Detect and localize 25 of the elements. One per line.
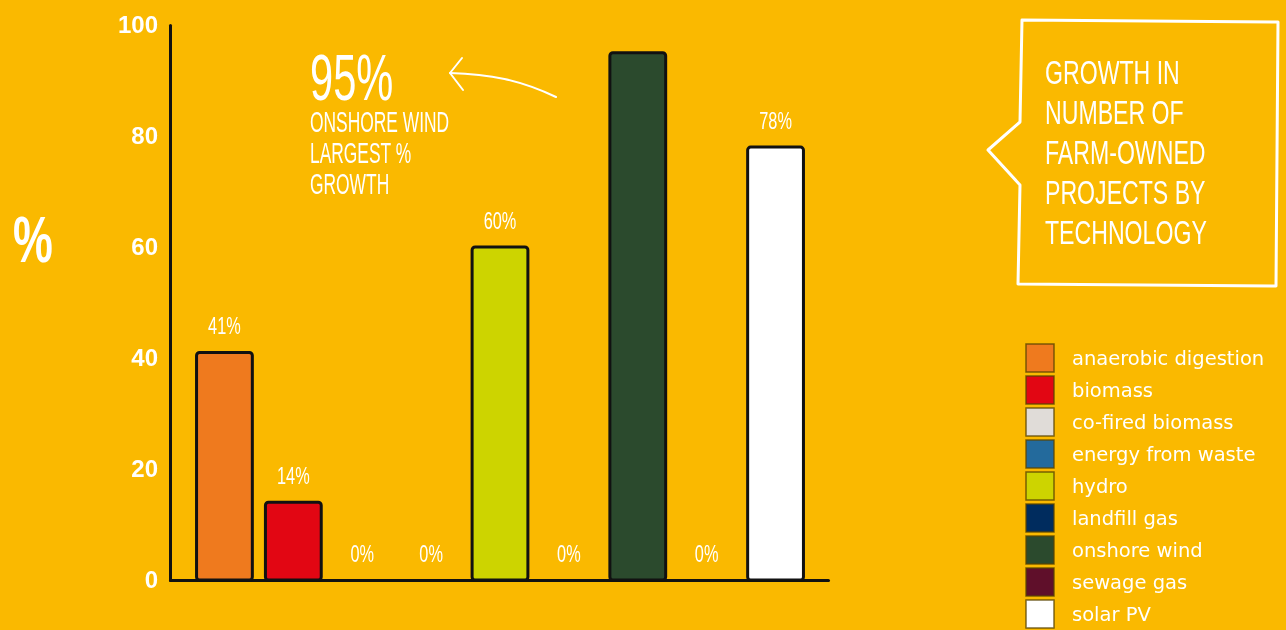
data-label: 78% [759, 106, 792, 134]
text: GROWTH IN NUMBER OF FARM-OWNED PROJECTS BY TECHNOLOGY [1045, 53, 1207, 252]
data-label: 41% [208, 312, 241, 340]
legend-label: anaerobic digestion [1072, 346, 1265, 370]
legend-label: co-fired biomass [1072, 410, 1234, 434]
legend-label: landfill gas [1072, 506, 1178, 530]
data-label: 0% [557, 539, 581, 567]
y-tick-label: 20 [131, 455, 158, 483]
y-tick-label: 40 [131, 344, 158, 372]
y-axis-title: % [13, 204, 53, 276]
legend-label: onshore wind [1072, 538, 1203, 562]
legend-label: solar PV [1072, 602, 1152, 626]
legend-label: sewage gas [1072, 570, 1188, 594]
y-tick-label: 60 [131, 233, 158, 261]
y-tick-label: 0 [144, 566, 158, 594]
legend-label: biomass [1072, 378, 1153, 402]
data-label: 60% [483, 206, 517, 234]
y-tick-label: 100 [117, 11, 158, 39]
data-label: 14% [277, 462, 310, 489]
data-label: 0% [419, 539, 443, 567]
legend-label: hydro [1072, 474, 1128, 498]
data-label: 0% [350, 539, 375, 567]
legend-label: energy from waste [1072, 442, 1256, 466]
y-tick-label: 80 [131, 122, 158, 150]
data-label: 0% [694, 539, 719, 567]
